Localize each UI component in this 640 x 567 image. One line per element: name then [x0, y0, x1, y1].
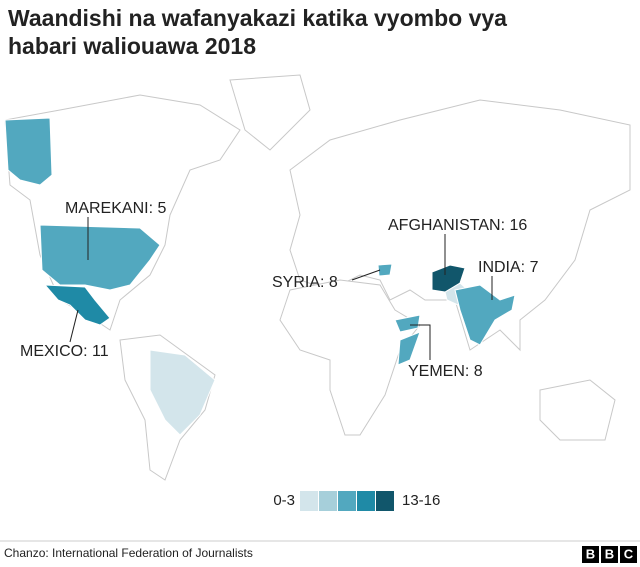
- leader-line: [69, 309, 79, 343]
- yemen: [394, 314, 421, 333]
- leader-lines: [69, 217, 493, 360]
- country-label: MEXICO: 11: [20, 343, 109, 360]
- country-label: MAREKANI: 5: [65, 200, 166, 217]
- india: [454, 284, 516, 346]
- leader-line: [410, 324, 431, 360]
- source: Chanzo: International Federation of Jour…: [4, 546, 253, 560]
- logo-box: [601, 546, 618, 563]
- countries: [4, 117, 516, 346]
- legend-swatch: [376, 491, 394, 511]
- country-label: INDIA: 7: [478, 259, 539, 276]
- legend-swatch: [357, 491, 375, 511]
- mexico: [43, 284, 111, 326]
- title-line-2: habari waliouawa 2018: [8, 33, 256, 59]
- logo-letter: B: [586, 546, 595, 561]
- afghanistan: [431, 264, 466, 293]
- brazil: [149, 349, 216, 436]
- africa: [279, 279, 421, 436]
- logo-letter: B: [605, 546, 614, 561]
- legend-swatch: [338, 491, 356, 511]
- legend: 0-3 13-16: [273, 491, 440, 511]
- usa: [4, 117, 161, 291]
- title-line-1: Waandishi na wafanyakazi katika vyombo v…: [8, 5, 507, 31]
- country-label: AFGHANISTAN: 16: [388, 217, 527, 234]
- legend-swatch: [319, 491, 337, 511]
- leader-line: [351, 269, 381, 281]
- logo-box: [582, 546, 599, 563]
- syria: [377, 263, 393, 277]
- australia: [539, 379, 616, 441]
- legend-low: 0-3: [273, 492, 295, 509]
- logo-letter: C: [624, 546, 634, 561]
- legend-high: 13-16: [402, 492, 440, 509]
- country-label: YEMEN: 8: [408, 363, 483, 380]
- somalia: [397, 331, 421, 366]
- country-label: SYRIA: 8: [272, 274, 338, 291]
- greenland: [229, 74, 311, 151]
- logo-box: [620, 546, 637, 563]
- legend-swatch: [300, 491, 318, 511]
